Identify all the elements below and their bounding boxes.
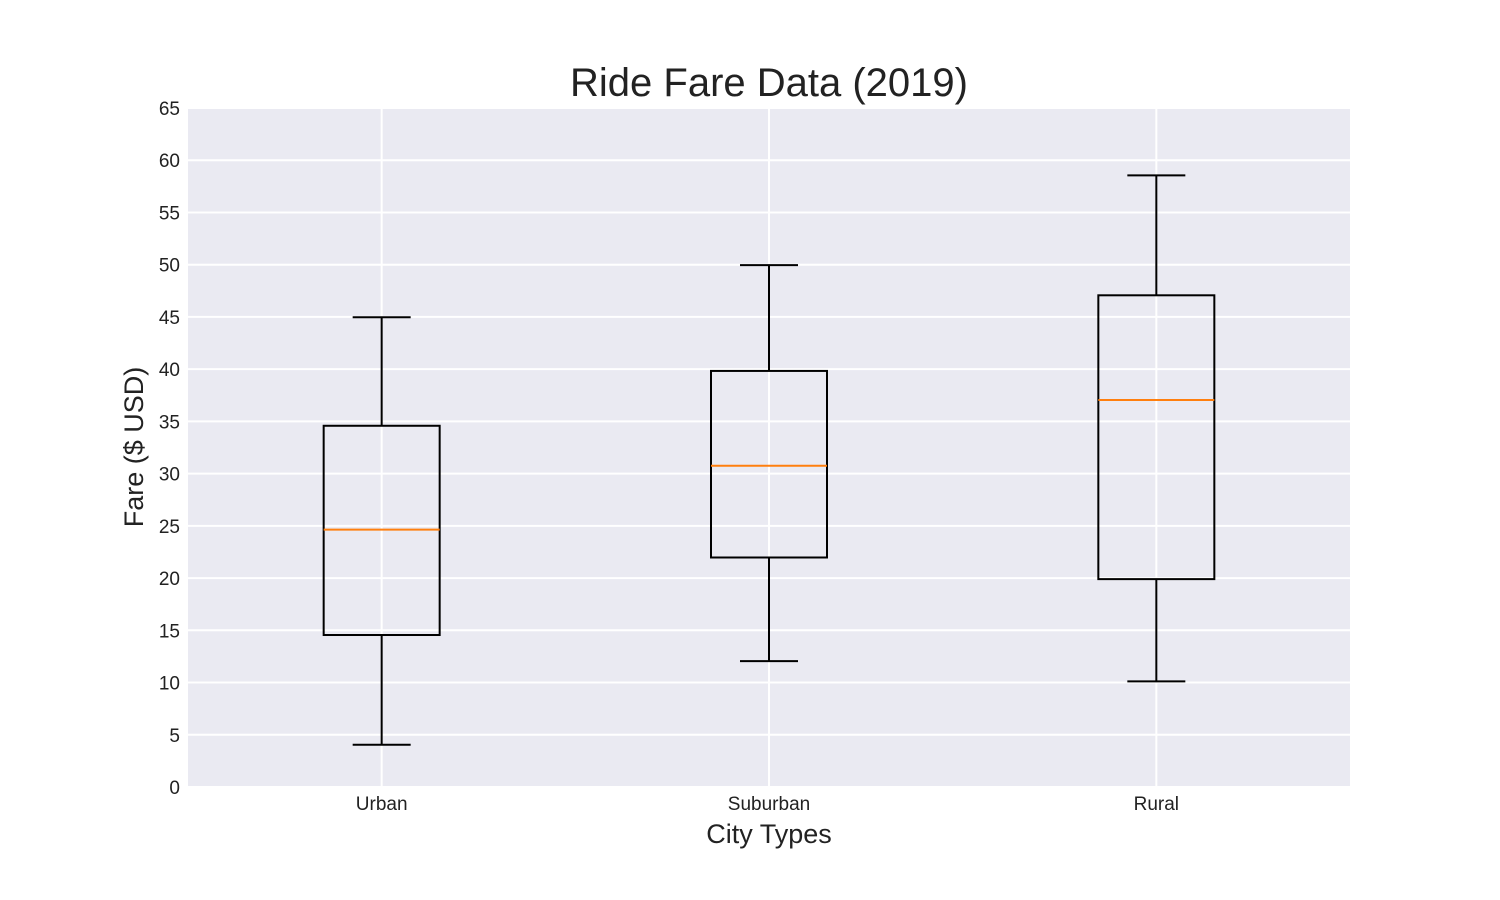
chart-title: Ride Fare Data (2019) (570, 61, 968, 105)
y-axis-label: Fare ($ USD) (119, 367, 149, 528)
box-rural (1097, 174, 1216, 683)
x-tick-label: Suburban (728, 794, 810, 815)
y-tick-label: 25 (159, 517, 180, 538)
y-tick-label: 55 (159, 203, 180, 224)
boxes (322, 174, 1216, 746)
box-suburban (710, 264, 828, 663)
y-tick-label: 45 (159, 308, 180, 329)
x-tick-label: Rural (1134, 794, 1179, 815)
y-tick-label: 40 (159, 360, 180, 381)
y-tick-label: 0 (169, 778, 180, 799)
y-tick-label: 5 (169, 726, 180, 747)
iqr-box (710, 369, 828, 559)
x-axis-label: City Types (706, 819, 832, 849)
tick-labels: 0 5 10 15 20 25 30 35 40 45 50 55 60 65 Urban Suburban R… (159, 99, 1179, 815)
y-tick-label: 65 (159, 99, 180, 120)
y-tick-label: 10 (159, 674, 180, 695)
iqr-box (1097, 294, 1216, 581)
y-tick-label: 30 (159, 465, 180, 486)
box-urban (322, 316, 441, 746)
y-tick-label: 15 (159, 621, 180, 642)
y-tick-label: 35 (159, 412, 180, 433)
y-tick-label: 50 (159, 256, 180, 277)
x-tick-label: Urban (356, 794, 408, 815)
y-tick-label: 20 (159, 569, 180, 590)
y-tick-label: 60 (159, 151, 180, 172)
